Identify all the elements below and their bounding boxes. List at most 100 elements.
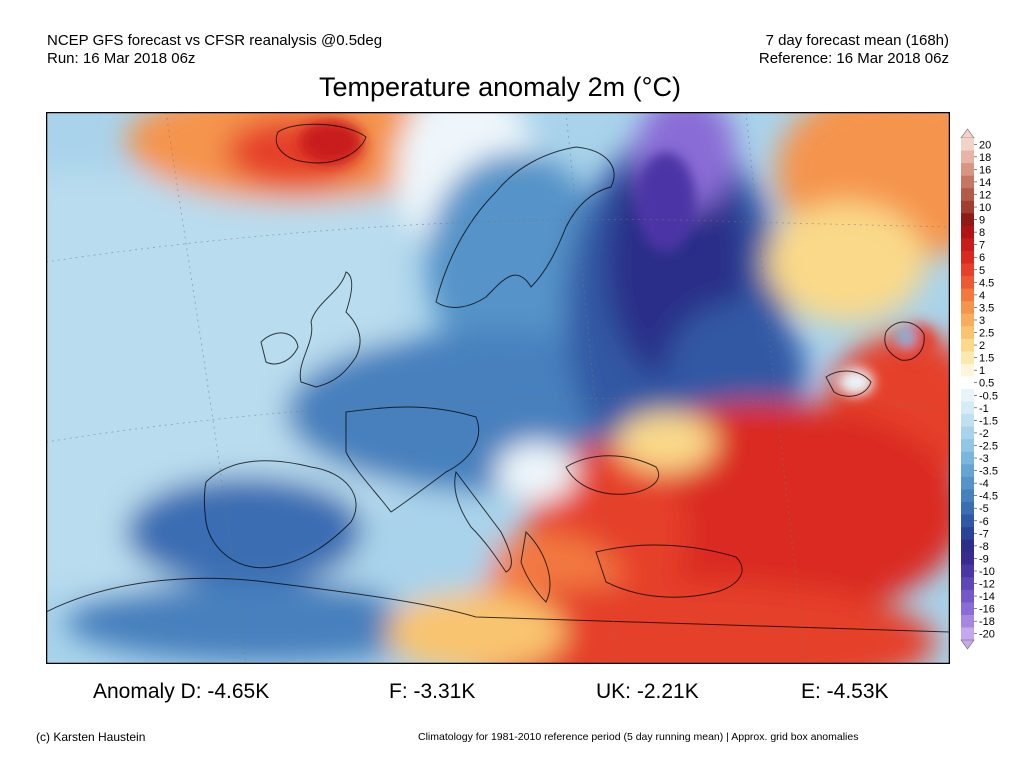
legend-swatch (961, 175, 974, 189)
legend-swatch (961, 389, 974, 402)
legend-label: -16 (979, 604, 995, 616)
legend-labels: 201816141210987654.543.532.521.510.5-0.5… (974, 139, 998, 641)
legend-label: 3.5 (979, 302, 994, 314)
legend-swatch (961, 138, 974, 151)
legend-swatch (961, 313, 974, 327)
legend-label: -8 (979, 541, 989, 553)
legend-label: 5 (979, 265, 985, 277)
legend-label: 2 (979, 340, 985, 352)
legend-swatch (961, 489, 974, 503)
legend-swatch (961, 363, 974, 377)
legend-swatch (961, 276, 974, 289)
legend-label: -0.5 (979, 390, 998, 402)
legend-label: 18 (979, 152, 991, 164)
legend-label: -6 (979, 516, 989, 528)
legend-swatch (961, 539, 974, 553)
legend-label: -4 (979, 478, 989, 490)
legend-swatch (961, 150, 974, 164)
legend-swatches (960, 128, 975, 650)
legend-swatch (961, 451, 974, 465)
legend-label: 1 (979, 365, 985, 377)
legend-label: 7 (979, 240, 985, 252)
legend-swatch (961, 376, 974, 390)
anomaly-spain: E: -4.53K (801, 680, 889, 703)
legend-swatch (961, 414, 974, 428)
legend-swatch (961, 225, 974, 239)
legend-label: 10 (979, 202, 991, 214)
legend-swatch (961, 614, 974, 628)
legend-swatch (961, 301, 974, 315)
legend-label: 0.5 (979, 378, 994, 390)
run-time: Run: 16 Mar 2018 06z (47, 50, 196, 67)
map-title: Temperature anomaly 2m (°C) (319, 72, 681, 102)
anomaly-uk: UK: -2.21K (596, 680, 699, 703)
legend-label: -2 (979, 428, 989, 440)
legend-label: -3.5 (979, 466, 998, 478)
legend-swatch (961, 464, 974, 478)
legend-label: 6 (979, 252, 985, 264)
legend-label: -1 (979, 403, 989, 415)
color-legend: 201816141210987654.543.532.521.510.5-0.5… (960, 128, 998, 650)
legend-label: -2.5 (979, 440, 998, 452)
legend-label: 8 (979, 227, 985, 239)
legend-swatch (961, 627, 974, 641)
legend-label: 3 (979, 315, 985, 327)
legend-swatch (961, 250, 974, 264)
legend-swatch (961, 501, 974, 515)
legend-swatch (961, 351, 974, 365)
legend-label: -18 (979, 616, 995, 628)
legend-swatch (961, 426, 974, 440)
legend-swatch (961, 163, 974, 177)
anomaly-field (46, 112, 950, 664)
legend-swatch (961, 552, 974, 566)
legend-swatch (961, 200, 974, 214)
legend-label: -3 (979, 453, 989, 465)
legend-swatch (961, 213, 974, 227)
legend-arrow-top (960, 128, 975, 139)
legend-swatch (961, 476, 974, 490)
forecast-period: 7 day forecast mean (168h) (765, 32, 949, 49)
copyright: (c) Karsten Haustein (36, 730, 146, 744)
legend-label: -12 (979, 579, 995, 591)
legend-label: -4.5 (979, 491, 998, 503)
legend-swatch (961, 188, 974, 202)
model-description: NCEP GFS forecast vs CFSR reanalysis @0.… (47, 32, 383, 49)
anomaly-germany: Anomaly D: -4.65K (93, 680, 270, 703)
legend-label: -7 (979, 528, 989, 540)
legend-label: 1.5 (979, 353, 994, 365)
legend-swatch (961, 326, 974, 340)
legend-swatch (961, 439, 974, 453)
legend-swatch (961, 514, 974, 528)
climatology-note: Climatology for 1981-2010 reference peri… (418, 731, 859, 743)
anomaly-map (46, 112, 950, 664)
legend-swatch (961, 602, 974, 616)
legend-swatch (961, 238, 974, 252)
legend-label: -5 (979, 503, 989, 515)
legend-swatch (961, 527, 974, 540)
legend-label: 2.5 (979, 328, 994, 340)
legend-label: 12 (979, 189, 991, 201)
legend-swatch (961, 288, 974, 302)
legend-swatch (961, 589, 974, 603)
legend-arrow-bottom (960, 639, 975, 650)
legend-swatch (961, 564, 974, 578)
legend-label: -1.5 (979, 415, 998, 427)
forecast-info: 7 day forecast mean (168h) Reference: 16… (759, 32, 949, 68)
reference-time: Reference: 16 Mar 2018 06z (758, 50, 949, 67)
legend-label: 20 (979, 139, 991, 151)
legend-swatch (961, 577, 974, 591)
legend-label: -14 (979, 591, 995, 603)
legend-swatch (961, 338, 974, 352)
legend-label: 4 (979, 290, 985, 302)
legend-label: 4.5 (979, 277, 994, 289)
anomaly-france: F: -3.31K (389, 680, 476, 703)
legend-swatch (961, 263, 974, 277)
legend-label: -20 (979, 629, 995, 641)
legend-label: -10 (979, 566, 995, 578)
legend-label: -9 (979, 553, 989, 565)
legend-label: 14 (979, 177, 991, 189)
legend-label: 9 (979, 215, 985, 227)
legend-swatch (961, 401, 974, 415)
legend-label: 16 (979, 164, 991, 176)
model-info: NCEP GFS forecast vs CFSR reanalysis @0.… (47, 32, 382, 68)
